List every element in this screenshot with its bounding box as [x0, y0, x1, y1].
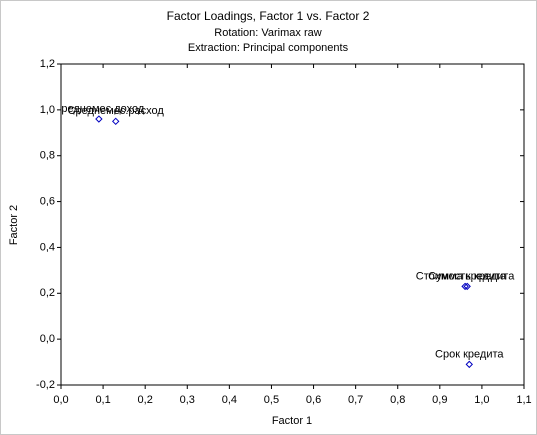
x-axis-label: Factor 1: [272, 415, 312, 427]
chart-title: Factor Loadings, Factor 1 vs. Factor 2: [167, 9, 370, 23]
y-tick-label: 0,4: [40, 241, 55, 253]
x-tick-label: 0,8: [390, 394, 405, 406]
point: [463, 282, 471, 291]
y-tick-label: 0,8: [40, 150, 55, 162]
x-tick-label: 0,6: [306, 394, 321, 406]
point-label: Сумма кредита: [428, 270, 507, 282]
point-label: Стоимость кредита: [416, 270, 515, 282]
y-axis-label: Factor 2: [8, 205, 20, 245]
point: [95, 115, 103, 123]
point: [112, 117, 120, 126]
x-tick-label: 0,7: [348, 394, 363, 406]
x-tick-label: 1,1: [516, 394, 531, 406]
x-tick-label: 1,0: [474, 394, 489, 406]
x-tick-label: 0,4: [222, 394, 237, 406]
y-tick-label: 1,0: [40, 104, 55, 116]
y-tick-label: 1,2: [40, 58, 55, 70]
plot-frame: [60, 63, 525, 386]
y-tick-label: 0,2: [40, 287, 55, 299]
point-label: Среднемес.расход: [68, 105, 165, 117]
y-tick-label: 0,0: [40, 333, 55, 345]
y-tick-label: 0,6: [40, 195, 55, 207]
x-tick-label: 0,1: [95, 394, 110, 406]
subtitle: Extraction: Principal components: [188, 42, 349, 54]
point: [461, 282, 469, 291]
point-label: Срок кредита: [435, 348, 504, 360]
point: [465, 360, 473, 369]
x-tick-label: 0,3: [180, 394, 195, 406]
y-tick-label: -0,2: [36, 379, 55, 391]
subtitle: Rotation: Varimax raw: [214, 27, 321, 39]
point-label: Среднемес.доход: [53, 103, 144, 115]
x-tick-label: 0,2: [138, 394, 153, 406]
x-tick-label: 0,5: [264, 394, 279, 406]
x-tick-label: 0,9: [432, 394, 447, 406]
x-tick-label: 0,0: [53, 394, 68, 406]
